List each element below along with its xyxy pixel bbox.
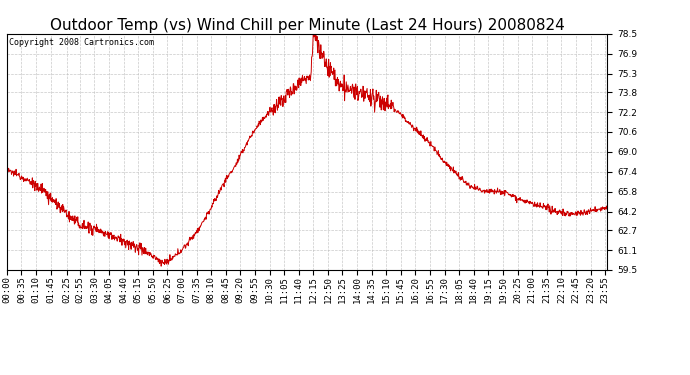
Title: Outdoor Temp (vs) Wind Chill per Minute (Last 24 Hours) 20080824: Outdoor Temp (vs) Wind Chill per Minute … [50, 18, 564, 33]
Text: Copyright 2008 Cartronics.com: Copyright 2008 Cartronics.com [9, 39, 154, 48]
